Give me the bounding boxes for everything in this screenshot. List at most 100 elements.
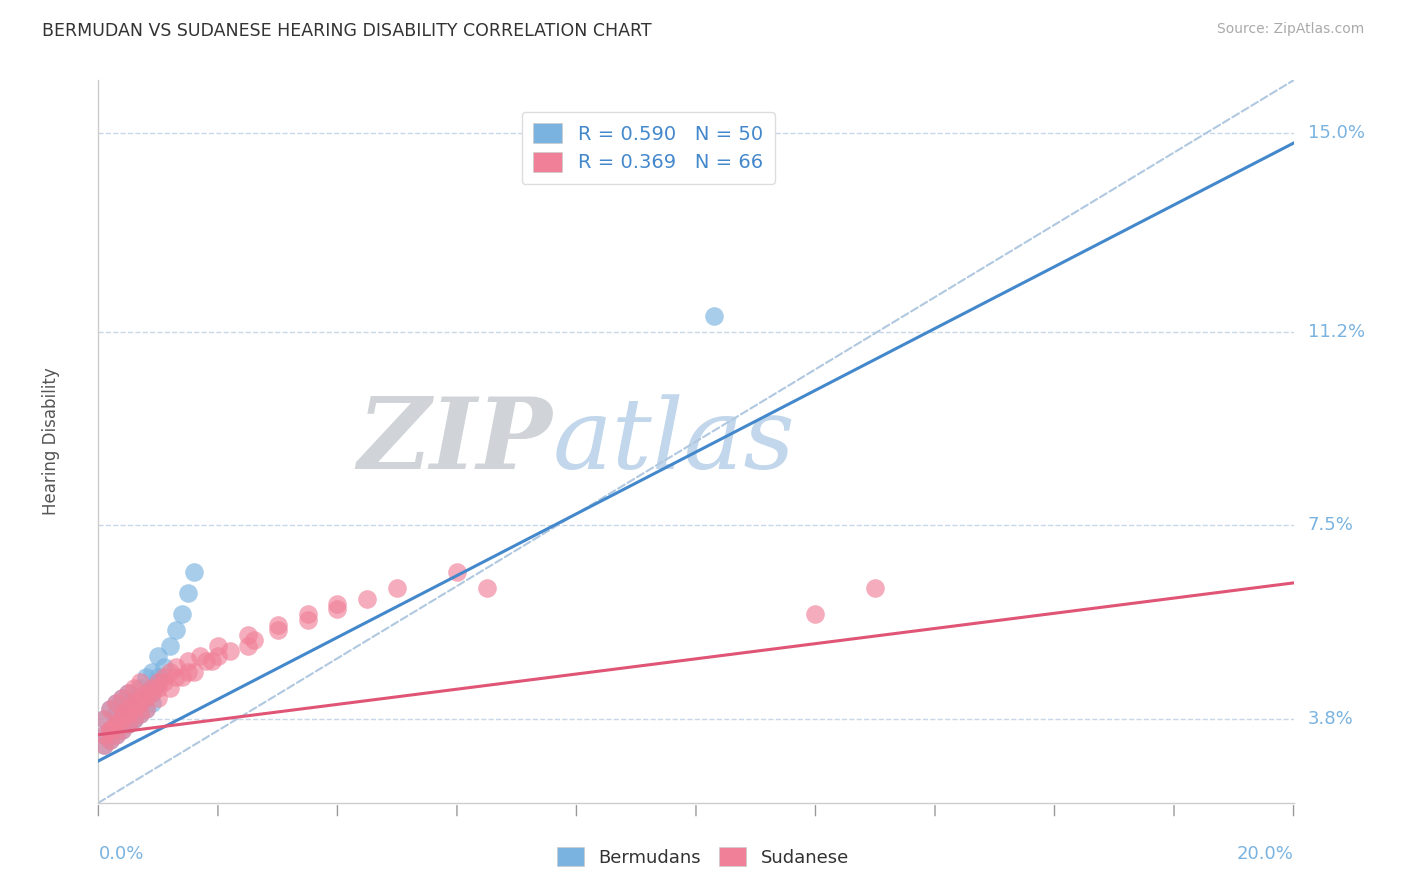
Point: [129, 696, 152, 710]
Point: [326, 597, 349, 611]
Point: [124, 712, 146, 726]
Point: [111, 691, 134, 706]
Point: [124, 712, 146, 726]
Point: [141, 681, 163, 695]
Point: [111, 712, 134, 726]
Point: [297, 607, 319, 622]
Point: [129, 706, 152, 721]
Point: [111, 706, 134, 721]
Text: ZIP: ZIP: [357, 393, 553, 490]
Point: [111, 723, 134, 737]
Point: [135, 691, 157, 706]
Point: [703, 309, 725, 323]
Point: [111, 712, 134, 726]
Point: [117, 686, 139, 700]
Point: [165, 659, 187, 673]
Point: [159, 665, 181, 679]
Point: [129, 681, 152, 695]
Point: [124, 712, 146, 726]
Point: [105, 717, 128, 731]
Point: [124, 701, 146, 715]
Point: [98, 733, 122, 747]
Point: [93, 738, 115, 752]
Point: [148, 681, 170, 695]
Point: [111, 723, 134, 737]
Point: [159, 639, 181, 653]
Point: [111, 712, 134, 726]
Point: [141, 696, 163, 710]
Point: [356, 591, 378, 606]
Text: BERMUDAN VS SUDANESE HEARING DISABILITY CORRELATION CHART: BERMUDAN VS SUDANESE HEARING DISABILITY …: [42, 22, 652, 40]
Point: [124, 681, 146, 695]
Point: [207, 639, 229, 653]
Point: [148, 649, 170, 664]
Point: [135, 701, 157, 715]
Point: [243, 633, 266, 648]
Point: [98, 701, 122, 715]
Point: [148, 675, 170, 690]
Point: [117, 686, 139, 700]
Point: [124, 691, 146, 706]
Point: [93, 738, 115, 752]
Text: 11.2%: 11.2%: [1308, 323, 1365, 341]
Point: [124, 701, 146, 715]
Point: [129, 675, 152, 690]
Point: [135, 691, 157, 706]
Point: [135, 701, 157, 715]
Point: [117, 706, 139, 721]
Point: [111, 691, 134, 706]
Point: [219, 644, 242, 658]
Point: [148, 675, 170, 690]
Point: [117, 706, 139, 721]
Text: 20.0%: 20.0%: [1237, 845, 1294, 863]
Point: [105, 728, 128, 742]
Point: [129, 691, 152, 706]
Point: [135, 670, 157, 684]
Text: 7.5%: 7.5%: [1308, 516, 1354, 534]
Point: [129, 696, 152, 710]
Point: [117, 717, 139, 731]
Point: [124, 696, 146, 710]
Point: [177, 665, 200, 679]
Legend: R = 0.590   N = 50, R = 0.369   N = 66: R = 0.590 N = 50, R = 0.369 N = 66: [522, 112, 775, 184]
Point: [105, 717, 128, 731]
Point: [201, 655, 224, 669]
Legend: Bermudans, Sudanese: Bermudans, Sudanese: [550, 840, 856, 874]
Point: [135, 686, 157, 700]
Text: atlas: atlas: [553, 394, 796, 489]
Point: [117, 701, 139, 715]
Point: [98, 723, 122, 737]
Point: [93, 712, 115, 726]
Point: [297, 613, 319, 627]
Point: [105, 706, 128, 721]
Point: [98, 733, 122, 747]
Point: [98, 723, 122, 737]
Point: [475, 581, 498, 595]
Point: [117, 706, 139, 721]
Point: [195, 655, 218, 669]
Text: Hearing Disability: Hearing Disability: [42, 368, 59, 516]
Point: [183, 665, 205, 679]
Point: [267, 617, 290, 632]
Point: [141, 665, 163, 679]
Point: [98, 723, 122, 737]
Point: [177, 655, 200, 669]
Point: [804, 607, 827, 622]
Point: [98, 723, 122, 737]
Point: [236, 639, 259, 653]
Point: [98, 701, 122, 715]
Point: [236, 628, 259, 642]
Point: [117, 717, 139, 731]
Point: [446, 566, 468, 580]
Point: [148, 670, 170, 684]
Point: [105, 717, 128, 731]
Point: [148, 691, 170, 706]
Point: [141, 681, 163, 695]
Point: [141, 686, 163, 700]
Point: [141, 686, 163, 700]
Point: [165, 623, 187, 637]
Point: [153, 670, 176, 684]
Point: [129, 706, 152, 721]
Point: [267, 623, 290, 637]
Point: [172, 670, 194, 684]
